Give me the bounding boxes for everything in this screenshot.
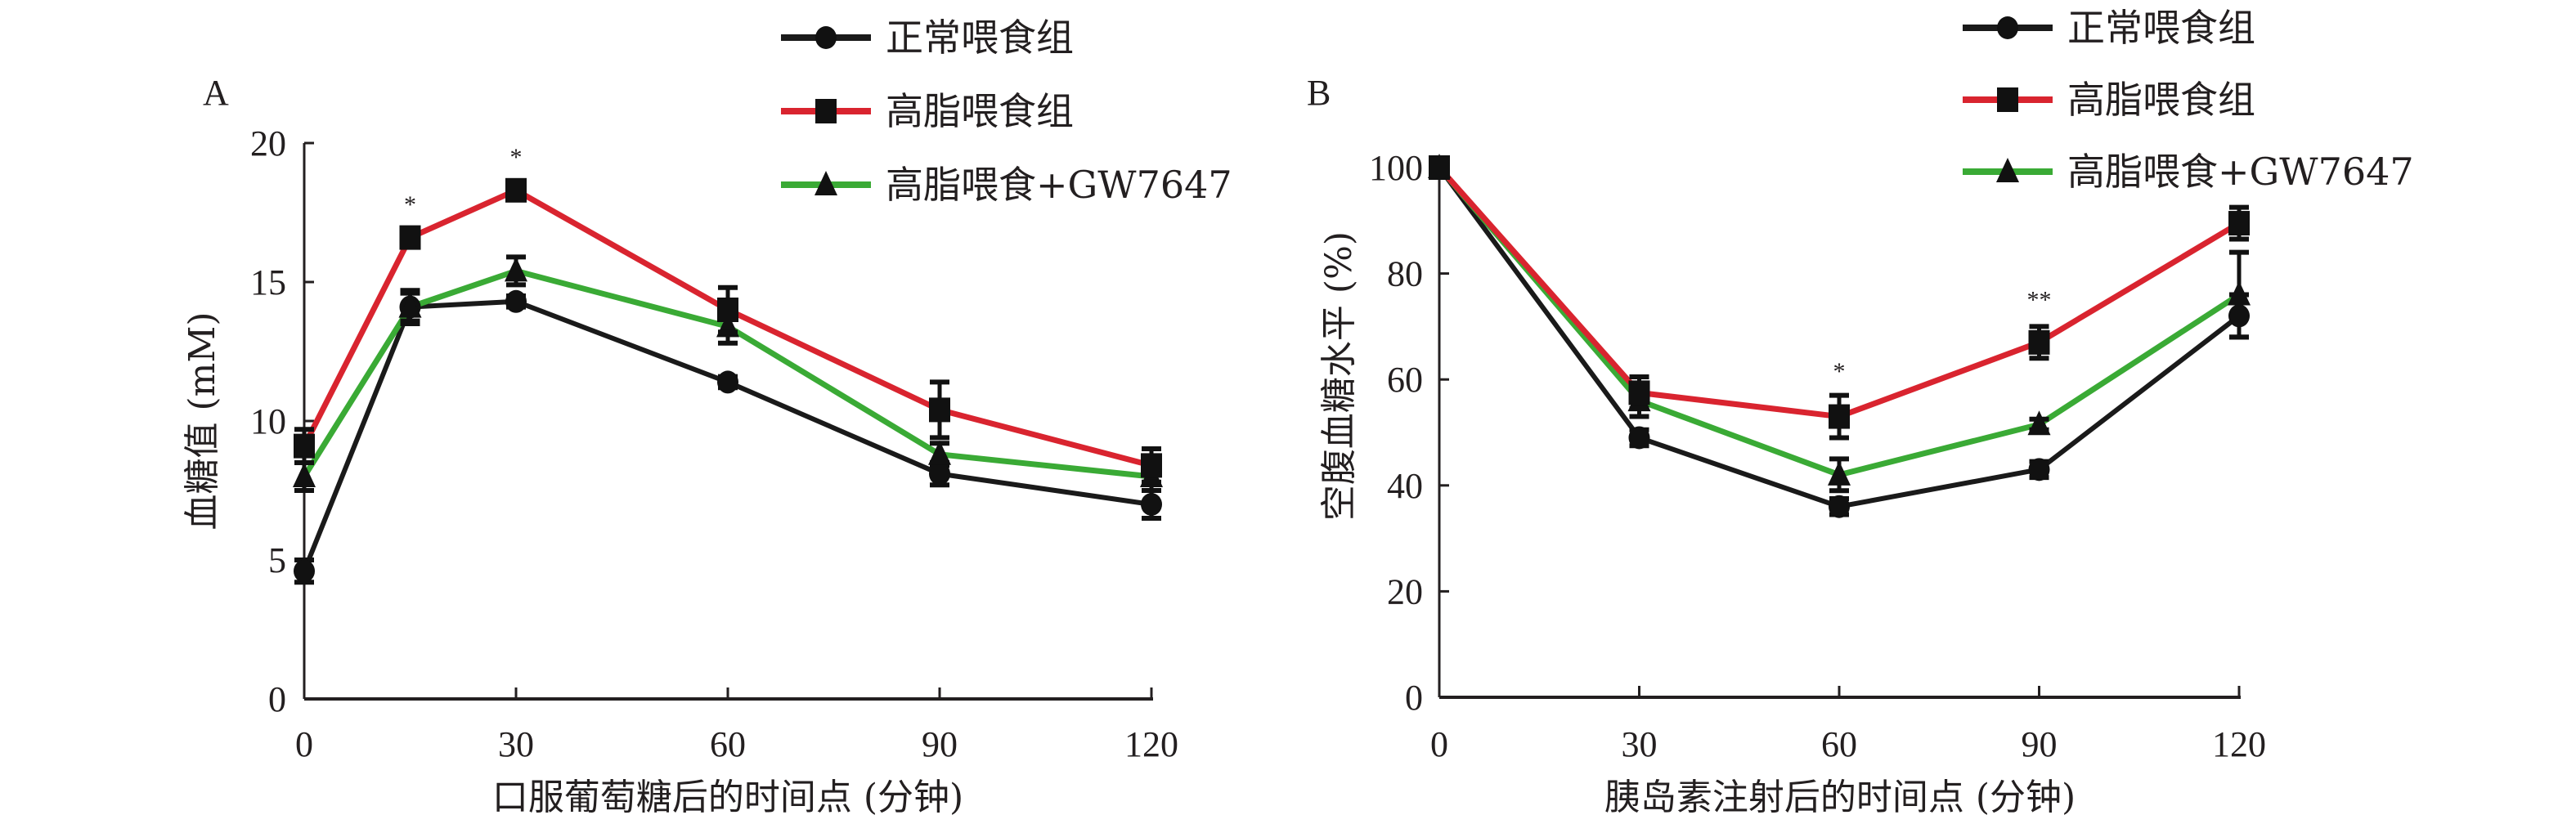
- y-tick-label: 80: [1387, 254, 1423, 294]
- x-tick-label: 60: [710, 724, 746, 764]
- data-point-normal: [929, 462, 950, 486]
- y-tick-label: 20: [250, 123, 286, 163]
- legend-marker-icon: [1996, 158, 2019, 182]
- significance-marker: **: [2027, 287, 2052, 314]
- data-point-normal: [1628, 426, 1650, 450]
- x-tick-label: 120: [2212, 724, 2266, 764]
- y-tick-label: 20: [1387, 571, 1423, 611]
- data-point-high-fat-gw7647: [293, 463, 316, 487]
- legend-item-normal: 正常喂食组: [781, 16, 1074, 60]
- x-tick-label: 90: [2022, 724, 2058, 764]
- significance-marker: *: [1833, 358, 1846, 385]
- data-point-high-fat-gw7647: [1828, 460, 1851, 486]
- legend-label: 高脂喂食组: [2067, 78, 2255, 122]
- x-tick-label: 30: [1622, 724, 1658, 764]
- legend-marker-icon: [815, 99, 837, 123]
- y-tick-label: 40: [1387, 466, 1423, 506]
- series-group-b: [1428, 154, 2251, 518]
- legend-label: 高脂喂食+GW7647: [2067, 150, 2414, 194]
- x-axis-title-b: 胰岛素注射后的时间点 (分钟): [1604, 777, 2076, 818]
- legend-marker-icon: [815, 171, 837, 195]
- data-point-high-fat: [505, 177, 527, 203]
- data-point-normal: [717, 370, 738, 394]
- data-point-high-fat: [294, 433, 315, 459]
- series-line-high-fat: [301, 187, 1152, 468]
- y-tick-label: 5: [268, 540, 286, 580]
- significance-marker: *: [510, 144, 523, 171]
- y-tick-label: 0: [268, 679, 286, 719]
- x-tick-label: 90: [922, 724, 958, 764]
- legend-marker-icon: [1997, 16, 2018, 39]
- annotations-b: ***: [1833, 287, 2052, 385]
- data-point-normal: [1141, 493, 1162, 516]
- data-point-normal: [505, 289, 527, 313]
- data-point-high-fat: [929, 397, 950, 423]
- data-point-high-fat-gw7647: [2228, 280, 2251, 306]
- series-line-normal: [302, 298, 1152, 572]
- x-tick-label: 60: [1821, 724, 1857, 764]
- y-tick-label: 15: [250, 262, 286, 302]
- annotations-a: **: [404, 144, 523, 218]
- y-tick-label: 10: [250, 401, 286, 441]
- data-point-high-fat-gw7647: [2027, 410, 2051, 436]
- x-tick-label: 120: [1124, 724, 1178, 764]
- panel-label-a: A: [203, 73, 229, 113]
- data-point-normal: [2028, 458, 2050, 481]
- axes-b: 0 20 40 60 80 100 0 30 60 90 120: [1369, 148, 2266, 764]
- significance-marker: *: [404, 191, 416, 218]
- legend-item-high-fat-gw7647: 高脂喂食+GW7647: [1963, 150, 2414, 194]
- legend-item-normal: 正常喂食组: [1963, 6, 2255, 50]
- y-tick-label: 60: [1387, 360, 1423, 400]
- panel-label-b: B: [1307, 73, 1331, 113]
- series-line-normal: [1437, 166, 2241, 509]
- data-point-high-fat: [399, 225, 421, 250]
- data-point-high-fat: [1628, 380, 1650, 405]
- series-line-high-fat-gw7647: [302, 267, 1152, 480]
- y-tick-label: 0: [1405, 678, 1423, 718]
- data-point-high-fat: [1829, 404, 1850, 429]
- legend-item-high-fat-gw7647: 高脂喂食+GW7647: [781, 163, 1232, 207]
- data-point-high-fat: [717, 298, 738, 322]
- data-point-high-fat: [1429, 155, 1450, 180]
- x-tick-label: 0: [1430, 724, 1448, 764]
- y-tick-label: 100: [1369, 148, 1423, 188]
- legend-marker-icon: [815, 26, 837, 49]
- x-tick-label: 0: [295, 724, 313, 764]
- data-point-high-fat-gw7647: [928, 440, 951, 465]
- y-axis-title-b: 空腹血糖水平 (%): [1318, 231, 1360, 521]
- legend-marker-icon: [1997, 87, 2018, 112]
- x-tick-label: 30: [498, 724, 534, 764]
- legend-label: 正常喂食组: [886, 16, 1074, 60]
- data-point-normal: [294, 559, 315, 583]
- legend-label: 正常喂食组: [2067, 6, 2255, 50]
- y-axis-title-a: 血糖值 (mM): [182, 311, 223, 530]
- legend-item-high-fat: 高脂喂食组: [781, 89, 1074, 133]
- data-point-high-fat: [2228, 211, 2250, 236]
- data-point-high-fat: [1141, 453, 1162, 478]
- series-group-a: [293, 177, 1163, 585]
- axes-a: 0 5 10 15 20 0 30 60 90 120: [250, 123, 1178, 764]
- legend-label: 高脂喂食+GW7647: [886, 163, 1232, 207]
- data-point-high-fat-gw7647: [398, 293, 422, 318]
- x-axis-title-a: 口服葡萄糖后的时间点 (分钟): [492, 777, 963, 818]
- data-point-high-fat-gw7647: [505, 257, 527, 282]
- legend-label: 高脂喂食组: [886, 89, 1074, 133]
- data-point-high-fat: [2028, 329, 2050, 355]
- legend-item-high-fat: 高脂喂食组: [1963, 78, 2255, 122]
- data-point-normal: [1829, 495, 1850, 518]
